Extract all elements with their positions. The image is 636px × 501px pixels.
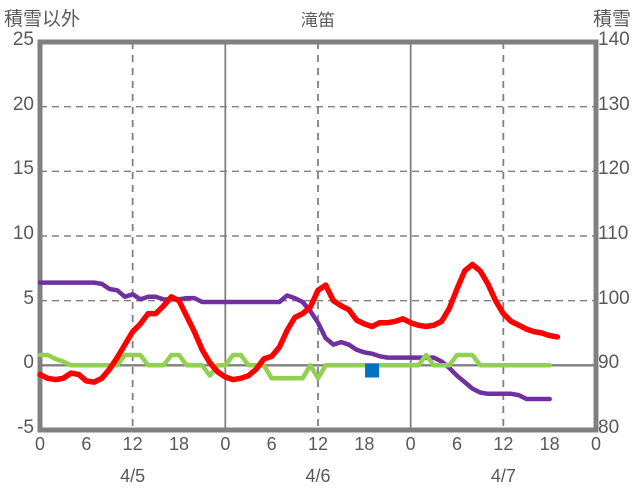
x-tick-1: 6 [81,434,92,454]
right-tick-80: 80 [598,417,620,438]
x-tick-10: 12 [493,434,514,454]
date-label-4-7: 4/7 [490,466,516,486]
right-tick-130: 130 [598,93,630,115]
left-tick-15: 15 [12,158,34,180]
data-series [37,261,561,402]
right-tick-140: 140 [598,29,630,50]
x-tick-2: 12 [122,434,143,454]
left-tick-5: 5 [23,287,34,309]
date-label-4-6: 4/6 [305,466,331,486]
x-tick-6: 12 [307,434,329,454]
left-tick--5: -5 [17,417,34,438]
left-axis-title: 積雪以外 [4,9,81,30]
x-tick-12: 0 [590,434,601,454]
series-line-snow-depth [37,280,552,402]
left-tick-10: 10 [12,223,34,244]
right-tick-100: 100 [598,287,630,309]
current-value-marker[interactable] [365,363,380,378]
marker-layer [365,363,380,378]
x-tick-3: 18 [168,434,190,454]
x-tick-9: 6 [451,434,462,454]
chart-title: 滝笛 [301,11,335,30]
series-line-precipitation [37,352,552,381]
x-tick-7: 18 [354,434,375,454]
date-label-4-5: 4/5 [120,466,146,486]
series-line-temperature [37,261,561,385]
left-tick-0: 0 [23,352,34,374]
x-tick-11: 18 [539,434,560,454]
right-axis-title: 積雪 [592,9,631,30]
left-tick-25: 25 [12,29,34,50]
x-tick-5: 6 [266,434,277,454]
plot-frame [37,39,599,433]
right-tick-120: 120 [598,158,630,180]
x-tick-8: 0 [405,434,416,454]
grid-lines [40,42,596,430]
left-tick-20: 20 [12,93,34,115]
right-tick-90: 90 [598,352,620,374]
x-tick-0: 0 [34,434,45,454]
x-tick-4: 0 [220,434,231,454]
right-tick-110: 110 [598,223,629,244]
plot-border [37,39,599,433]
